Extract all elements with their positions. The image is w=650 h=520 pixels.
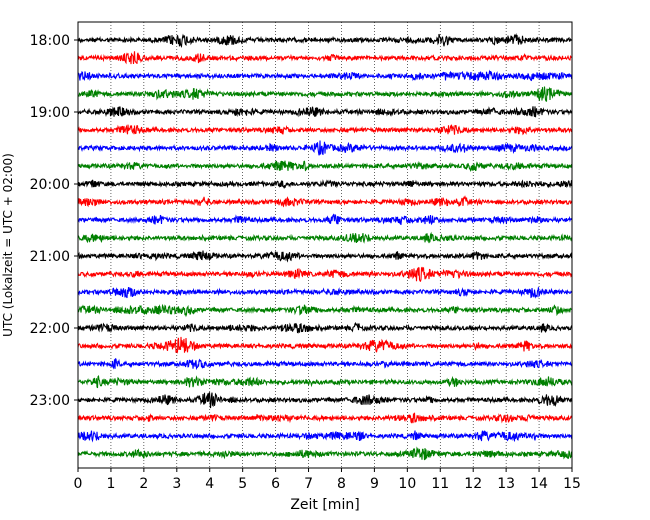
seismic-trace	[77, 336, 573, 354]
seismic-trace	[77, 446, 573, 461]
y-tick-label: 23:00	[30, 393, 70, 409]
seismic-trace	[77, 124, 573, 136]
seismic-trace	[77, 357, 573, 371]
seismic-trace	[77, 33, 573, 48]
seismic-trace	[77, 286, 573, 299]
grid-lines	[110, 22, 540, 468]
x-tick-label: 15	[563, 476, 581, 492]
y-tick-label: 19:00	[30, 105, 70, 121]
x-tick-label: 2	[139, 476, 148, 492]
x-tick-label: 12	[464, 476, 482, 492]
x-tick-label: 8	[337, 476, 346, 492]
seismic-trace	[77, 213, 573, 226]
seismic-trace	[77, 303, 573, 318]
x-tick-label: 9	[370, 476, 379, 492]
seismic-trace	[77, 266, 573, 283]
x-axis: 0 1 2 3 4 5 6 7 8 9 10 11 12 13 14 15	[74, 468, 581, 492]
y-tick-label: 20:00	[30, 177, 70, 193]
seismic-trace	[77, 195, 573, 208]
x-axis-label: Zeit [min]	[290, 497, 359, 513]
x-tick-label: 14	[530, 476, 548, 492]
y-tick-label: 21:00	[30, 249, 70, 265]
y-axis-label: UTC (Lokalzeit = UTC + 02:00)	[1, 153, 15, 337]
x-tick-label: 3	[172, 476, 181, 492]
x-tick-label: 11	[431, 476, 449, 492]
seismic-trace	[77, 106, 573, 118]
x-tick-label: 5	[238, 476, 247, 492]
y-axis: 18:00 19:00 20:00 21:00 22:00 23:00	[30, 33, 78, 409]
x-tick-label: 0	[74, 476, 83, 492]
seismic-trace	[77, 160, 573, 173]
seismic-trace	[77, 374, 573, 389]
x-tick-label: 7	[304, 476, 313, 492]
seismic-trace	[77, 140, 573, 156]
y-tick-label: 18:00	[30, 33, 70, 49]
x-tick-label: 10	[398, 476, 416, 492]
seismic-trace	[77, 322, 573, 334]
x-tick-label: 4	[205, 476, 214, 492]
seismic-trace	[77, 231, 573, 244]
y-tick-label: 22:00	[30, 321, 70, 337]
x-tick-label: 1	[106, 476, 115, 492]
trace-group	[77, 33, 573, 461]
seismic-trace	[77, 86, 573, 102]
x-tick-label: 6	[271, 476, 280, 492]
seismic-trace	[77, 412, 573, 424]
seismic-trace	[77, 51, 573, 65]
seismic-trace	[77, 69, 573, 82]
seismic-trace	[77, 250, 573, 263]
seismic-trace	[77, 179, 573, 190]
seismic-trace	[77, 430, 573, 443]
seismic-trace	[77, 392, 573, 409]
plot-frame	[77, 21, 573, 469]
x-tick-label: 13	[497, 476, 515, 492]
